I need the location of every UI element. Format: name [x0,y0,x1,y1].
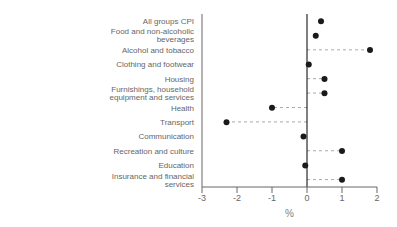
svg-text:2: 2 [374,193,379,203]
svg-text:Education: Education [158,161,194,170]
svg-text:Furnishings, householdequipmen: Furnishings, householdequipment and serv… [110,85,195,102]
svg-text:All groups CPI: All groups CPI [143,17,194,26]
svg-text:Recreation and culture: Recreation and culture [114,147,195,156]
svg-text:Communication: Communication [138,132,194,141]
svg-text:Health: Health [171,104,194,113]
svg-text:Alcohol and tobacco: Alcohol and tobacco [122,46,195,55]
svg-text:-3: -3 [198,193,206,203]
svg-text:0: 0 [304,193,309,203]
svg-text:Transport: Transport [160,118,195,127]
svg-text:%: % [285,208,294,219]
svg-text:1: 1 [339,193,344,203]
svg-text:Clothing and footwear: Clothing and footwear [116,60,194,69]
svg-text:-1: -1 [268,193,276,203]
svg-text:Housing: Housing [165,75,194,84]
svg-text:-2: -2 [233,193,241,203]
svg-text:Food and non-alcoholicbeverage: Food and non-alcoholicbeverages [111,27,194,44]
svg-text:Insurance and financialservice: Insurance and financialservices [112,172,195,189]
